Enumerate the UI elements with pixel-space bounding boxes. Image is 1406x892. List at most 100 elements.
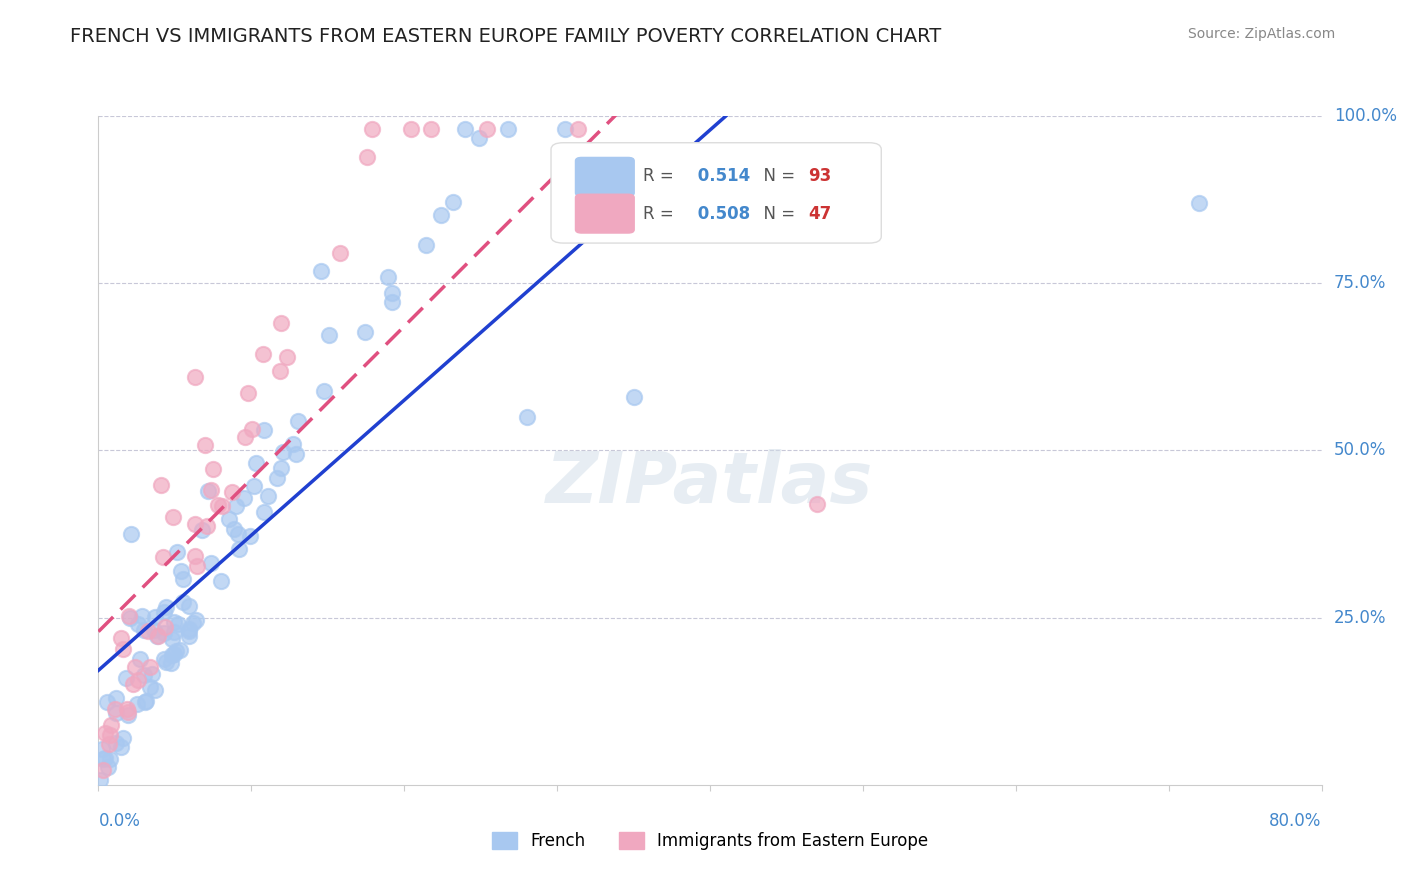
- Point: [117, 705, 139, 719]
- Point: [146, 629, 169, 643]
- Point: [567, 122, 589, 136]
- Point: [516, 410, 538, 425]
- Point: [243, 479, 266, 493]
- Point: [195, 519, 218, 533]
- Point: [381, 295, 404, 310]
- Point: [207, 498, 229, 512]
- Point: [160, 632, 183, 647]
- Text: FRENCH VS IMMIGRANTS FROM EASTERN EUROPE FAMILY POVERTY CORRELATION CHART: FRENCH VS IMMIGRANTS FROM EASTERN EUROPE…: [70, 27, 942, 45]
- Point: [233, 429, 256, 443]
- Point: [415, 238, 437, 252]
- Text: R =: R =: [643, 205, 679, 223]
- Point: [186, 558, 208, 573]
- Point: [90, 741, 112, 756]
- Point: [233, 491, 256, 505]
- Point: [200, 483, 222, 498]
- Point: [143, 623, 166, 637]
- Point: [271, 445, 294, 459]
- Point: [284, 447, 307, 461]
- Point: [225, 499, 247, 513]
- Point: [454, 122, 477, 136]
- Point: [120, 527, 142, 541]
- Text: ZIPatlas: ZIPatlas: [547, 450, 873, 518]
- Point: [329, 246, 352, 260]
- Point: [200, 556, 222, 570]
- Point: [162, 510, 184, 524]
- Text: R =: R =: [643, 167, 679, 186]
- Point: [218, 512, 240, 526]
- Point: [166, 545, 188, 559]
- Point: [468, 131, 491, 145]
- Point: [94, 726, 117, 740]
- Point: [132, 668, 155, 682]
- Point: [266, 471, 288, 485]
- Point: [309, 264, 332, 278]
- Point: [236, 385, 259, 400]
- Point: [120, 611, 142, 625]
- Point: [93, 752, 115, 766]
- Text: 100.0%: 100.0%: [1334, 107, 1398, 125]
- Point: [136, 624, 159, 638]
- Point: [240, 422, 263, 436]
- Point: [475, 122, 498, 136]
- Point: [221, 484, 243, 499]
- Text: 0.508: 0.508: [692, 205, 749, 223]
- Point: [270, 460, 292, 475]
- Point: [211, 500, 233, 514]
- Point: [354, 325, 377, 339]
- Text: 0.514: 0.514: [692, 167, 749, 186]
- Point: [98, 728, 121, 742]
- Point: [139, 681, 162, 695]
- FancyBboxPatch shape: [575, 157, 634, 196]
- Point: [110, 740, 132, 755]
- Point: [105, 736, 128, 750]
- Point: [184, 549, 207, 563]
- Point: [318, 328, 340, 343]
- Point: [252, 347, 274, 361]
- Point: [429, 208, 451, 222]
- Point: [132, 623, 155, 637]
- Text: N =: N =: [752, 205, 800, 223]
- Point: [150, 478, 173, 492]
- Point: [97, 737, 120, 751]
- Point: [153, 619, 176, 633]
- Point: [177, 629, 200, 643]
- Point: [269, 364, 291, 378]
- Text: 0.0%: 0.0%: [98, 812, 141, 830]
- Point: [104, 706, 127, 720]
- Point: [104, 702, 127, 716]
- Point: [420, 122, 443, 136]
- Point: [145, 683, 167, 698]
- Point: [94, 751, 117, 765]
- Point: [169, 643, 191, 657]
- Point: [281, 437, 304, 451]
- Point: [253, 505, 276, 519]
- Point: [129, 652, 152, 666]
- Point: [381, 286, 404, 301]
- Point: [162, 647, 184, 661]
- Point: [141, 667, 163, 681]
- Text: 47: 47: [808, 205, 831, 223]
- Point: [228, 541, 250, 556]
- Point: [377, 270, 399, 285]
- Point: [118, 608, 141, 623]
- Point: [111, 731, 134, 745]
- FancyBboxPatch shape: [575, 194, 634, 233]
- Point: [115, 702, 138, 716]
- Point: [155, 600, 177, 615]
- Point: [143, 610, 166, 624]
- Point: [89, 772, 111, 787]
- Point: [104, 690, 127, 705]
- Point: [191, 524, 214, 538]
- Point: [127, 673, 149, 688]
- Point: [181, 616, 204, 631]
- Point: [361, 122, 384, 136]
- FancyBboxPatch shape: [551, 143, 882, 244]
- Point: [127, 616, 149, 631]
- Point: [165, 644, 187, 658]
- Point: [253, 424, 276, 438]
- Point: [184, 369, 207, 384]
- Point: [139, 660, 162, 674]
- Point: [356, 150, 378, 164]
- Point: [806, 497, 828, 511]
